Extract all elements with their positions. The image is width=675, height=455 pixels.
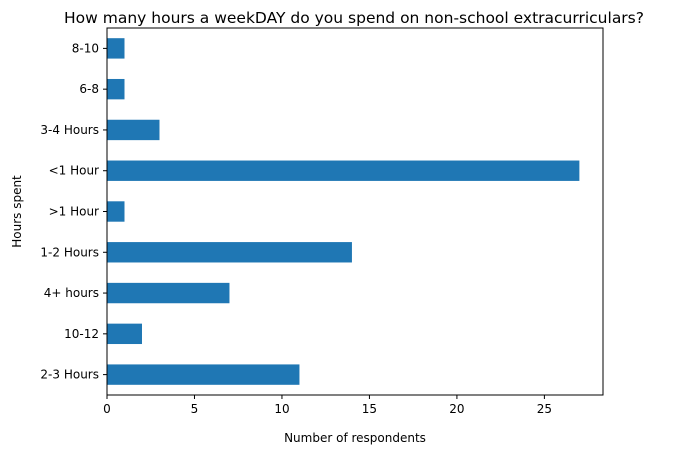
x-tick-label: 5: [191, 402, 199, 416]
y-tick-label: 3-4 Hours: [40, 123, 99, 137]
y-tick-label: 4+ hours: [44, 286, 99, 300]
x-tick-label: 20: [449, 402, 464, 416]
x-axis: 0 5 10 15 20 25: [103, 395, 552, 416]
bar-3: [107, 242, 352, 263]
bar-7: [107, 78, 125, 100]
bar-5: [107, 160, 580, 181]
plot-frame: [106, 27, 604, 396]
x-tick-label: 25: [537, 402, 552, 416]
y-tick-label: 8-10: [72, 41, 99, 55]
bar-2: [107, 282, 230, 304]
y-tick-label: 2-3 Hours: [40, 368, 99, 382]
y-axis: 2-3 Hours 10-12 4+ hours 1-2 Hours >1 Hour <1…: [40, 41, 107, 382]
y-axis-title: Hours spent: [10, 175, 24, 248]
bar-8: [107, 38, 125, 59]
bar-4: [107, 201, 125, 222]
chart-title: How many hours a weekDAY do you spend on…: [64, 9, 644, 27]
bar-0: [107, 364, 300, 385]
y-tick-label: 1-2 Hours: [40, 245, 99, 259]
y-tick-label: 10-12: [64, 327, 99, 341]
x-tick-label: 10: [274, 402, 289, 416]
bar-1: [107, 323, 142, 345]
x-tick-label: 0: [103, 402, 111, 416]
y-tick-label: 6-8: [79, 82, 99, 96]
x-tick-label: 15: [362, 402, 377, 416]
y-tick-label: >1 Hour: [49, 205, 99, 219]
bars: [107, 38, 580, 385]
x-axis-title: Number of respondents: [284, 431, 426, 445]
y-tick-label: <1 Hour: [49, 164, 99, 178]
bar-6: [107, 119, 160, 141]
